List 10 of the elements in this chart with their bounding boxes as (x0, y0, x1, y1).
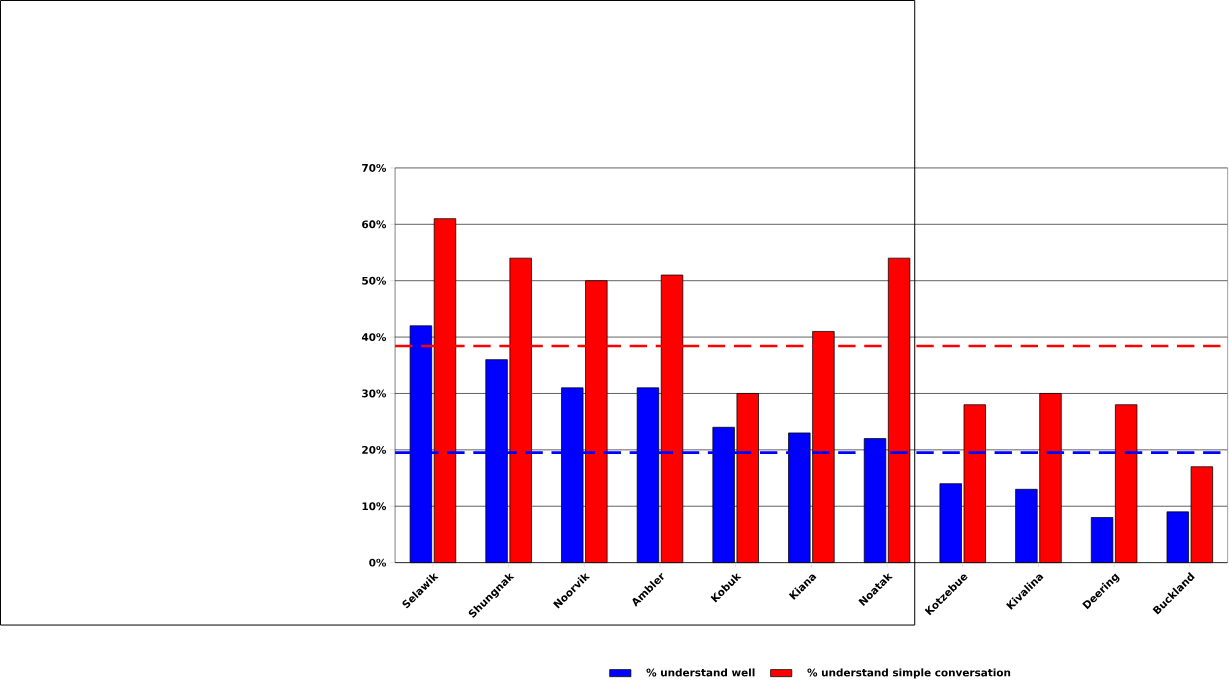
y-tick-label: 10% (362, 502, 387, 511)
y-tick-label: 40% (361, 333, 387, 342)
y-tick-label: 0% (369, 558, 387, 567)
y-tick-label: 20% (362, 445, 387, 454)
legend-label: % understand simple conversation (807, 668, 1011, 679)
y-tick-label: 70% (362, 164, 387, 172)
y-tick-label: 60% (362, 220, 387, 229)
y-tick-label: 50% (362, 276, 387, 285)
y-tick-label: 30% (362, 389, 387, 398)
legend-label: % understand well (646, 668, 755, 677)
